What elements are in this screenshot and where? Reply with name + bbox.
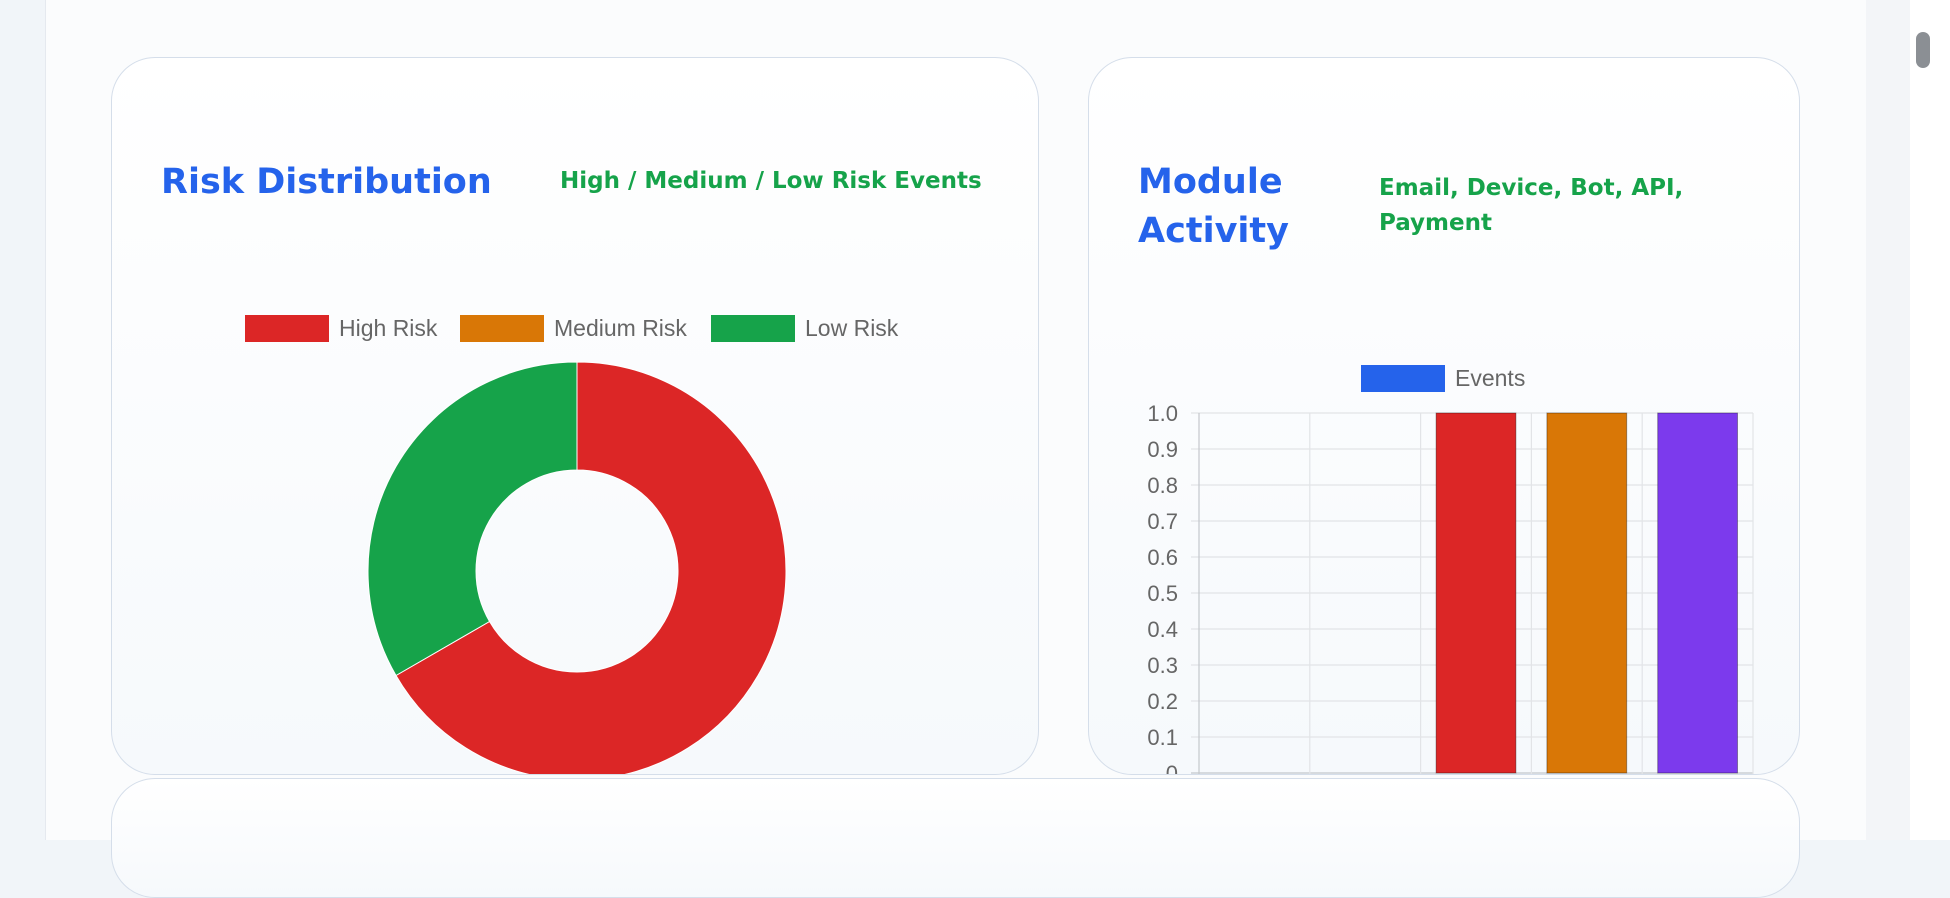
- scrollbar-thumb[interactable]: [1916, 32, 1930, 68]
- scrollbar-track[interactable]: [1910, 0, 1950, 840]
- y-tick-label: 1.0: [1147, 401, 1178, 426]
- right-gutter: [1866, 0, 1910, 840]
- legend-label-high-risk: High Risk: [339, 315, 438, 341]
- y-tick-label: 0.2: [1147, 689, 1178, 714]
- y-tick-label: 0.5: [1147, 581, 1178, 606]
- legend-swatch-low-risk: [711, 315, 795, 342]
- risk-card-subtitle: High / Medium / Low Risk Events: [560, 168, 982, 194]
- module-bar-chart[interactable]: 0 0.1 0.2 0.3 0.4 0.5 0.6 0.7 0.8 0.9 1.0: [1089, 58, 1800, 775]
- y-tick-label: 0.7: [1147, 509, 1178, 534]
- legend-swatch-high-risk: [245, 315, 329, 342]
- risk-card-title: Risk Distribution: [161, 162, 492, 202]
- y-tick-label: 0.8: [1147, 473, 1178, 498]
- y-tick-label: 0.6: [1147, 545, 1178, 570]
- legend-item-medium-risk[interactable]: Medium Risk: [460, 315, 687, 342]
- slice-high-risk[interactable]: [395, 361, 787, 775]
- risk-distribution-card: Risk Distribution High / Medium / Low Ri…: [111, 57, 1039, 775]
- legend-label-medium-risk: Medium Risk: [554, 315, 687, 341]
- y-tick-label: 0.4: [1147, 617, 1178, 642]
- legend-label-events: Events: [1455, 365, 1526, 391]
- module-activity-card: Module Activity Email, Device, Bot, API,…: [1088, 57, 1800, 775]
- y-tick-label: 0.1: [1147, 725, 1178, 750]
- legend-item-high-risk[interactable]: High Risk: [245, 315, 437, 342]
- risk-doughnut-chart[interactable]: [112, 58, 1039, 775]
- legend-swatch-medium-risk: [460, 315, 544, 342]
- bar-bot[interactable]: [1435, 412, 1517, 774]
- next-card: [111, 778, 1800, 898]
- legend-swatch-events: [1361, 365, 1445, 392]
- module-card-title: Module Activity: [1138, 162, 1289, 251]
- legend-item-low-risk[interactable]: Low Risk: [711, 315, 898, 342]
- legend-item-events[interactable]: Events: [1361, 365, 1525, 392]
- bar-api[interactable]: [1546, 412, 1628, 774]
- y-tick-label: 0: [1166, 761, 1178, 775]
- module-card-subtitle: Email, Device, Bot, API, Payment: [1379, 175, 1684, 236]
- legend-label-low-risk: Low Risk: [805, 315, 899, 341]
- y-tick-label: 0.3: [1147, 653, 1178, 678]
- y-tick-label: 0.9: [1147, 437, 1178, 462]
- slice-low-risk[interactable]: [367, 361, 578, 677]
- bar-payment[interactable]: [1657, 412, 1738, 774]
